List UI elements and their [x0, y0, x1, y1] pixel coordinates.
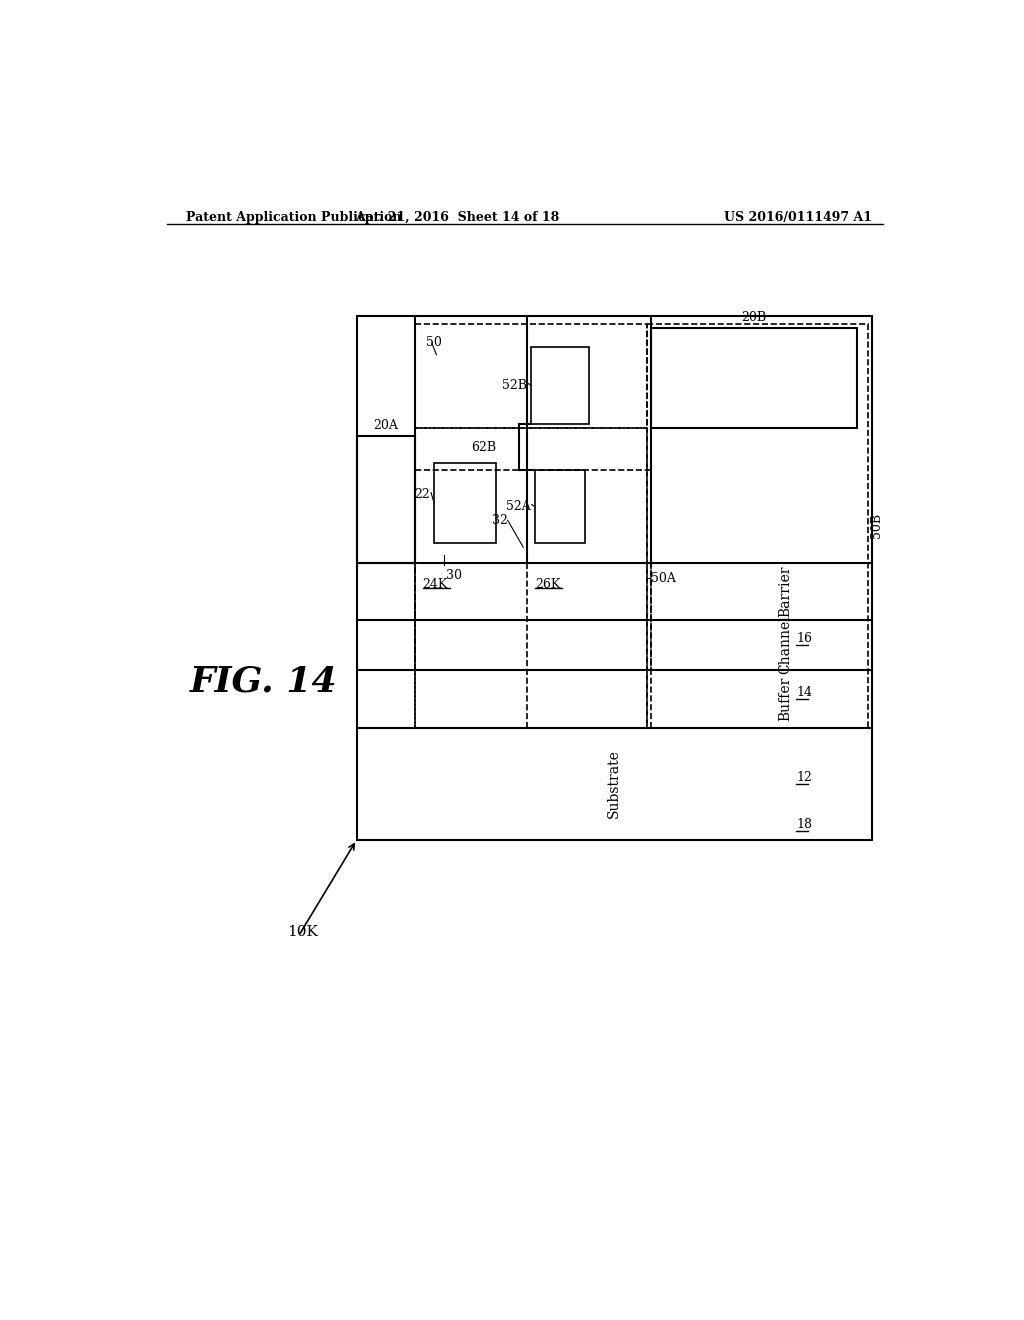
Text: 20A: 20A	[374, 418, 398, 432]
Bar	[415, 428, 647, 729]
Text: 24K: 24K	[423, 578, 447, 591]
Text: Buffer: Buffer	[778, 677, 792, 721]
Bar	[531, 347, 589, 424]
Text: Substrate: Substrate	[607, 750, 621, 818]
Text: Barrier: Barrier	[778, 565, 792, 616]
Bar	[415, 470, 651, 671]
Bar	[356, 317, 872, 840]
Text: 30: 30	[445, 569, 462, 582]
Text: 10K: 10K	[287, 925, 317, 940]
Bar	[651, 327, 856, 428]
Text: 22: 22	[415, 488, 430, 502]
Bar	[535, 470, 586, 544]
Text: 50B: 50B	[870, 513, 884, 539]
Text: Channel: Channel	[778, 615, 792, 675]
Text: 52A: 52A	[506, 500, 531, 513]
Text: 12: 12	[797, 771, 812, 784]
Text: 18: 18	[797, 818, 812, 832]
Text: 32: 32	[493, 513, 508, 527]
Text: US 2016/0111497 A1: US 2016/0111497 A1	[724, 211, 872, 224]
Text: 50A: 50A	[651, 572, 676, 585]
Text: 62B: 62B	[471, 441, 496, 454]
Text: Apr. 21, 2016  Sheet 14 of 18: Apr. 21, 2016 Sheet 14 of 18	[355, 211, 559, 224]
Text: Patent Application Publication: Patent Application Publication	[186, 211, 401, 224]
Bar	[356, 436, 415, 562]
Text: 20B: 20B	[741, 312, 766, 323]
Text: 26K: 26K	[535, 578, 560, 591]
Text: 50: 50	[426, 335, 442, 348]
Text: 16: 16	[797, 632, 812, 645]
Text: 14: 14	[797, 686, 812, 700]
Bar	[434, 462, 496, 544]
Text: 52B: 52B	[502, 379, 527, 392]
Text: FIG. 14: FIG. 14	[189, 665, 338, 700]
Bar	[415, 323, 647, 428]
Bar	[647, 323, 868, 729]
